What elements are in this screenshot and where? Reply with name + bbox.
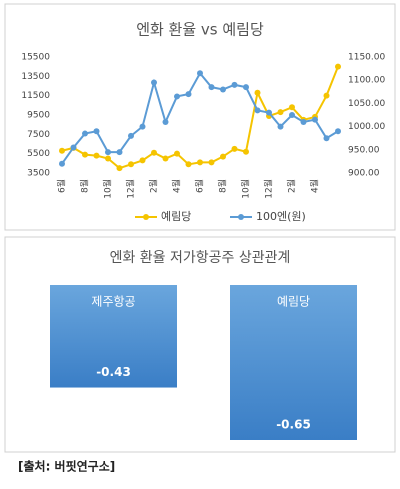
point [128,161,134,168]
point [174,150,180,157]
point [197,70,203,77]
point [312,116,318,123]
bar-value: -0.43 [96,365,131,379]
point [208,84,215,91]
legend-label: 예림당 [161,210,191,223]
point [208,159,215,166]
source: [출처: 버핏연구소] [18,459,115,474]
chart-title: 엔화 환율 저가항공주 상관관계 [110,250,291,266]
point [220,153,226,160]
x-tick-label: 8월 [217,179,229,193]
point [116,165,123,172]
point [116,149,123,156]
point [323,92,330,99]
point [105,155,111,162]
legend-label: 100엔(원) [256,210,306,223]
y-tick-label: 3500 [27,169,50,179]
y-tick-label: 5500 [27,149,50,159]
x-tick-label: 4월 [171,179,183,193]
point [93,128,100,135]
point [59,147,65,154]
point [59,160,65,167]
y-tick-label: 13500 [21,72,50,82]
x-tick-label: 8월 [79,179,91,193]
y2-tick-label: 1050.00 [348,99,385,109]
point [277,123,284,130]
point [70,144,77,151]
point [197,159,203,166]
point [220,86,226,93]
bar-category: 제주항공 [91,295,135,309]
point [243,84,249,91]
point [231,81,238,88]
y-tick-label: 15500 [21,53,50,63]
x-tick-label: 10월 [240,179,252,199]
point [162,155,169,162]
point [139,157,146,164]
point [185,161,192,168]
point [243,148,249,155]
y-tick-label: 11500 [21,91,50,101]
y2-tick-label: 1100.00 [348,76,385,86]
point [93,152,100,159]
x-tick-label: 4월 [309,179,321,193]
x-tick-label: 6월 [56,179,68,193]
bar-category: 예림당 [277,295,310,309]
point [323,135,330,142]
point [254,107,261,114]
point [162,118,169,125]
point [128,132,134,139]
x-tick-label: 6월 [194,179,206,193]
bar [230,285,357,440]
x-tick-label: 2월 [286,179,298,193]
y2-tick-label: 1150.00 [348,53,385,63]
y2-tick-label: 950.00 [348,145,380,155]
point [185,91,192,98]
point [289,112,295,118]
point [335,128,341,135]
point [335,63,341,70]
point [300,118,307,125]
point [139,123,146,130]
point [82,151,88,158]
x-tick-label: 2월 [148,179,160,193]
point [174,93,180,100]
panel-top [4,3,396,231]
bar [50,285,177,388]
chart-title: 엔화 환율 vs 예림당 [136,21,264,39]
y-tick-label: 9500 [27,111,50,121]
x-tick-label: 10월 [102,179,114,199]
point [231,145,238,152]
y2-tick-label: 1000.00 [348,122,385,132]
bar-value: -0.65 [276,418,311,432]
x-tick-label: 12월 [263,179,275,199]
point [254,89,261,96]
point [151,79,157,86]
point [105,149,111,156]
x-tick-label: 12월 [125,179,137,199]
legend-marker [143,214,149,220]
point [277,109,284,116]
point [266,109,272,116]
y2-tick-label: 900.00 [348,169,380,179]
point [151,149,157,156]
point [289,104,295,111]
legend-marker [238,214,244,220]
y-tick-label: 7500 [27,130,50,140]
point [82,130,88,137]
